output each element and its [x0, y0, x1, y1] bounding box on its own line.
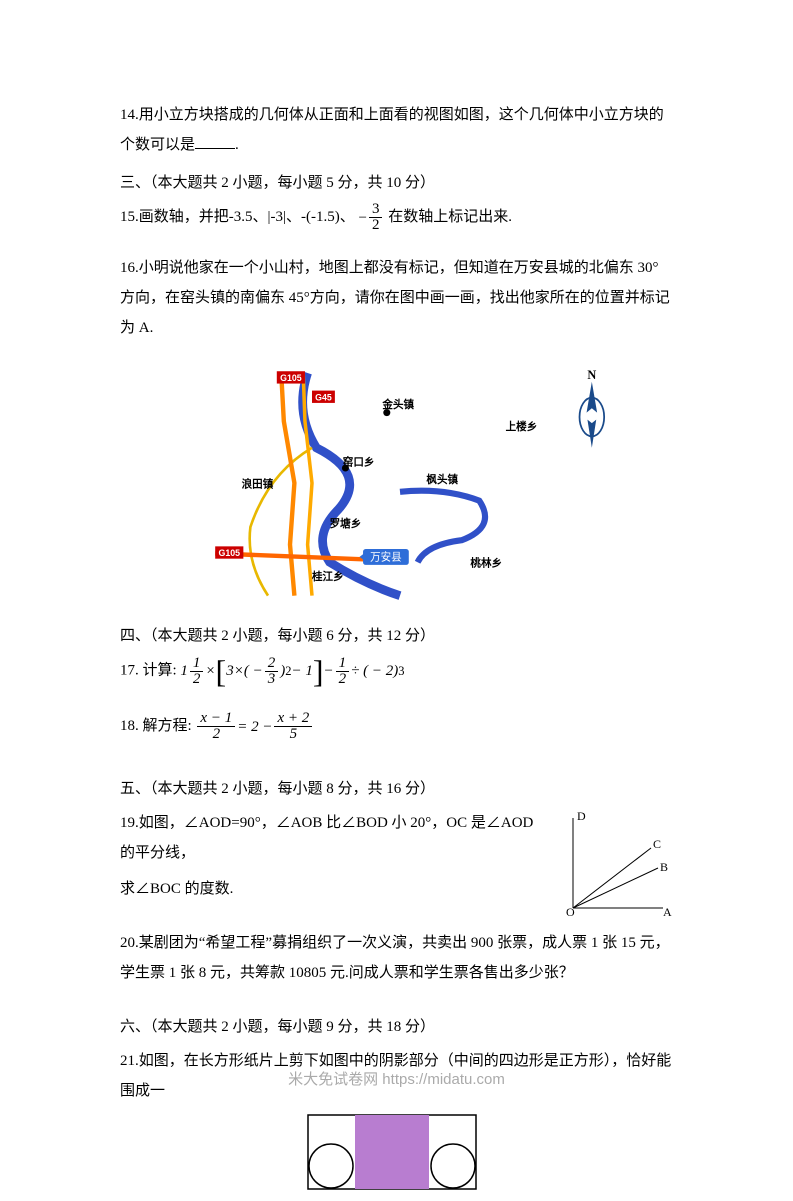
section4-label: 四、（本大题共 2 小题，每小题 6 分，共 12 分）: [120, 628, 435, 644]
q19-line1: 如图，∠AOD=90°，∠AOB 比∠BOD 小 20°，OC 是∠AOD 的平…: [120, 815, 533, 861]
highway-2: [303, 373, 312, 596]
q17-inner-frac: 2 3: [265, 656, 279, 687]
question-16: 16.小明说他家在一个小山村，地图上都没有标记，但知道在万安县城的北偏东 30°…: [120, 253, 673, 343]
question-19: 19.如图，∠AOD=90°，∠AOB 比∠BOD 小 20°，OC 是∠AOD…: [120, 808, 543, 910]
q17-mix-num: 1: [190, 656, 204, 672]
river-yellow: [250, 448, 312, 596]
q17-mix-whole: 1: [180, 656, 188, 686]
compass-n: N: [587, 368, 596, 382]
q18-frac2: x + 2 5: [274, 711, 312, 742]
q15-fraction: 3 2: [369, 202, 383, 233]
q18-frac1-den: 2: [197, 727, 235, 742]
q16-text: 小明说他家在一个小山村，地图上都没有标记，但知道在万安县城的北偏东 30°方向，…: [120, 260, 670, 336]
q17-div: ÷ ( − 2): [351, 656, 398, 686]
town-dot-1: [383, 409, 390, 416]
question-19-row: 19.如图，∠AOD=90°，∠AOB 比∠BOD 小 20°，OC 是∠AOD…: [120, 808, 673, 918]
q19-line2: 求∠BOC 的度数.: [120, 881, 233, 897]
question-18: 18. 解方程: x − 1 2 = 2 − x + 2 5: [120, 711, 673, 742]
q15-frac-num: 3: [369, 202, 383, 218]
q18-frac2-num: x + 2: [274, 711, 312, 727]
question-20: 20.某剧团为“希望工程”募捐组织了一次义演，共卖出 900 张票，成人票 1 …: [120, 928, 673, 988]
town-label: 桃林乡: [470, 557, 502, 570]
q21-text: 如图，在长方形纸片上剪下如图中的阴影部分（中间的四边形是正方形），恰好能围成一: [120, 1053, 671, 1099]
q15-text-before: 画数轴，并把-3.5、|-3|、-(-1.5)、: [139, 209, 355, 225]
q21-number: 21.: [120, 1053, 139, 1069]
q15-frac-den: 2: [369, 218, 383, 233]
q17-frac2-num: 1: [336, 656, 350, 672]
q17-inner1a: 3×( −: [226, 656, 263, 686]
q17-frac2-den: 2: [336, 672, 350, 687]
q17-frac2: 1 2: [336, 656, 350, 687]
river-branch: [400, 491, 485, 563]
label-D: D: [577, 809, 586, 823]
q15-text-after: 在数轴上标记出来.: [388, 209, 512, 225]
q21-svg: [307, 1114, 477, 1190]
town-label: 枫头镇: [426, 473, 458, 486]
section-3-heading: 三、（本大题共 2 小题，每小题 5 分，共 10 分）: [120, 168, 673, 198]
q17-mix-den: 2: [190, 672, 204, 687]
q18-frac1: x − 1 2: [197, 711, 235, 742]
q17-exp3: 3: [398, 659, 404, 684]
town-label: 罗塘乡: [330, 517, 362, 530]
q14-blank: [195, 134, 235, 149]
label-C: C: [653, 837, 661, 851]
compass-icon: N: [580, 368, 605, 448]
open-bracket: [: [216, 655, 227, 687]
q21-square: [355, 1115, 429, 1189]
q17-mix-frac: 1 2: [190, 656, 204, 687]
town-label: 桂江乡: [311, 570, 344, 583]
q21-circle-right: [431, 1144, 475, 1188]
section-4-heading: 四、（本大题共 2 小题，每小题 6 分，共 12 分）: [120, 621, 673, 651]
q14-text-after: .: [235, 137, 239, 153]
badge-g105-2: G105: [219, 548, 241, 558]
q18-frac2-den: 5: [274, 727, 312, 742]
section6-label: 六、（本大题共 2 小题，每小题 9 分，共 18 分）: [120, 1019, 435, 1035]
q17-times: ×: [205, 656, 215, 686]
map-figure: G105 G45 G105 万安县 金头镇上楼乡窑口乡枫头镇罗塘乡桂江乡桃林乡浪…: [180, 353, 620, 613]
badge-g105-1: G105: [280, 373, 302, 383]
section-6-heading: 六、（本大题共 2 小题，每小题 9 分，共 18 分）: [120, 1012, 673, 1042]
q18-eq: = 2 −: [237, 712, 272, 742]
q18-frac1-num: x − 1: [197, 711, 235, 727]
q15-number: 15.: [120, 209, 139, 225]
ray-OC: [573, 848, 651, 908]
q16-number: 16.: [120, 260, 139, 276]
highway-1: [281, 373, 294, 596]
q21-circle-left: [309, 1144, 353, 1188]
q17-minus1: − 1: [291, 656, 312, 686]
town-label: 上楼乡: [506, 420, 538, 433]
close-bracket: ]: [313, 655, 324, 687]
q19-number: 19.: [120, 815, 139, 831]
q19-diagram: O A B C D: [563, 808, 673, 918]
section5-label: 五、（本大题共 2 小题，每小题 8 分，共 16 分）: [120, 781, 435, 797]
question-15: 15.画数轴，并把-3.5、|-3|、-(-1.5)、 − 3 2 在数轴上标记…: [120, 202, 673, 233]
q14-number: 14.: [120, 107, 139, 123]
q21-figure: [307, 1114, 487, 1194]
town-label: 浪田镇: [242, 477, 274, 490]
section3-label: 三、（本大题共 2 小题，每小题 5 分，共 10 分）: [120, 175, 435, 191]
q17-inner-den: 3: [265, 672, 279, 687]
q18-prefix: 解方程:: [143, 718, 192, 734]
label-B: B: [660, 860, 668, 874]
q20-text: 某剧团为“希望工程”募捐组织了一次义演，共卖出 900 张票，成人票 1 张 1…: [120, 935, 670, 981]
question-21: 21.如图，在长方形纸片上剪下如图中的阴影部分（中间的四边形是正方形），恰好能围…: [120, 1046, 673, 1106]
q17-minus: −: [323, 656, 333, 686]
q17-number: 17.: [120, 663, 139, 679]
q15-neg: −: [358, 203, 366, 233]
map-svg: G105 G45 G105 万安县 金头镇上楼乡窑口乡枫头镇罗塘乡桂江乡桃林乡浪…: [180, 353, 620, 613]
question-14: 14.用小立方块搭成的几何体从正面和上面看的视图如图，这个几何体中小立方块的个数…: [120, 100, 673, 160]
label-O: O: [566, 905, 575, 918]
badge-g45: G45: [315, 392, 332, 402]
q20-number: 20.: [120, 935, 139, 951]
q17-prefix: 计算:: [143, 663, 177, 679]
question-17: 17. 计算: 1 1 2 × [ 3×( − 2 3 )2 − 1 ] − 1…: [120, 655, 673, 687]
town-dot-2: [342, 465, 349, 472]
wanan-label: 万安县: [370, 551, 402, 564]
q17-inner-num: 2: [265, 656, 279, 672]
section-5-heading: 五、（本大题共 2 小题，每小题 8 分，共 16 分）: [120, 774, 673, 804]
ray-OB: [573, 868, 658, 908]
label-A: A: [663, 905, 672, 918]
q18-number: 18.: [120, 718, 139, 734]
